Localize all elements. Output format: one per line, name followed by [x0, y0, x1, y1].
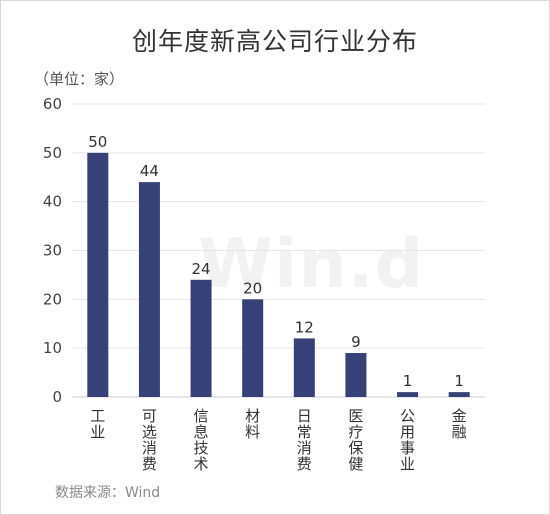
data-label: 1	[454, 372, 464, 390]
x-axis: 工业 可选消费 信息技术 材料 日常消费 医疗保健 公用事业 金融	[90, 407, 466, 473]
bar	[87, 152, 109, 397]
unit-label: （单位：家）	[34, 70, 125, 88]
bar	[345, 353, 367, 397]
x-tick-label: 公用事业	[400, 407, 415, 473]
data-label: 50	[88, 133, 107, 151]
data-label: 44	[140, 162, 159, 180]
bar	[138, 182, 160, 397]
y-tick-label: 30	[43, 242, 62, 260]
data-label: 24	[192, 260, 211, 278]
data-label: 9	[351, 333, 361, 351]
x-tick-label: 可选消费	[142, 407, 157, 473]
y-tick-label: 40	[43, 193, 62, 211]
bar	[190, 279, 212, 397]
data-label: 12	[295, 318, 314, 336]
bars	[87, 152, 470, 397]
bar	[242, 299, 264, 397]
y-axis: 0 10 20 30 40 50 60	[43, 95, 62, 406]
chart-title: 创年度新高公司行业分布	[131, 27, 418, 56]
bar	[293, 338, 315, 397]
bar	[448, 392, 470, 397]
y-tick-label: 0	[52, 388, 62, 406]
data-labels: 50 44 24 20 12 9 1 1	[88, 133, 464, 390]
data-label: 20	[243, 279, 262, 297]
x-tick-label: 日常消费	[297, 407, 312, 473]
grid-lines	[72, 103, 485, 398]
source-note: 数据来源：Wind	[55, 485, 161, 501]
bar	[397, 392, 419, 397]
x-tick-label: 信息技术	[194, 407, 209, 473]
x-tick-label: 工业	[90, 407, 105, 441]
y-tick-label: 20	[43, 290, 62, 308]
y-tick-label: 10	[43, 339, 62, 357]
watermark-logo: Win.d	[198, 225, 425, 304]
y-tick-label: 60	[43, 95, 62, 113]
y-tick-label: 50	[43, 144, 62, 162]
data-label: 1	[403, 372, 413, 390]
x-tick-label: 金融	[452, 407, 467, 441]
x-tick-label: 材料	[245, 407, 260, 441]
x-tick-label: 医疗保健	[348, 407, 363, 473]
